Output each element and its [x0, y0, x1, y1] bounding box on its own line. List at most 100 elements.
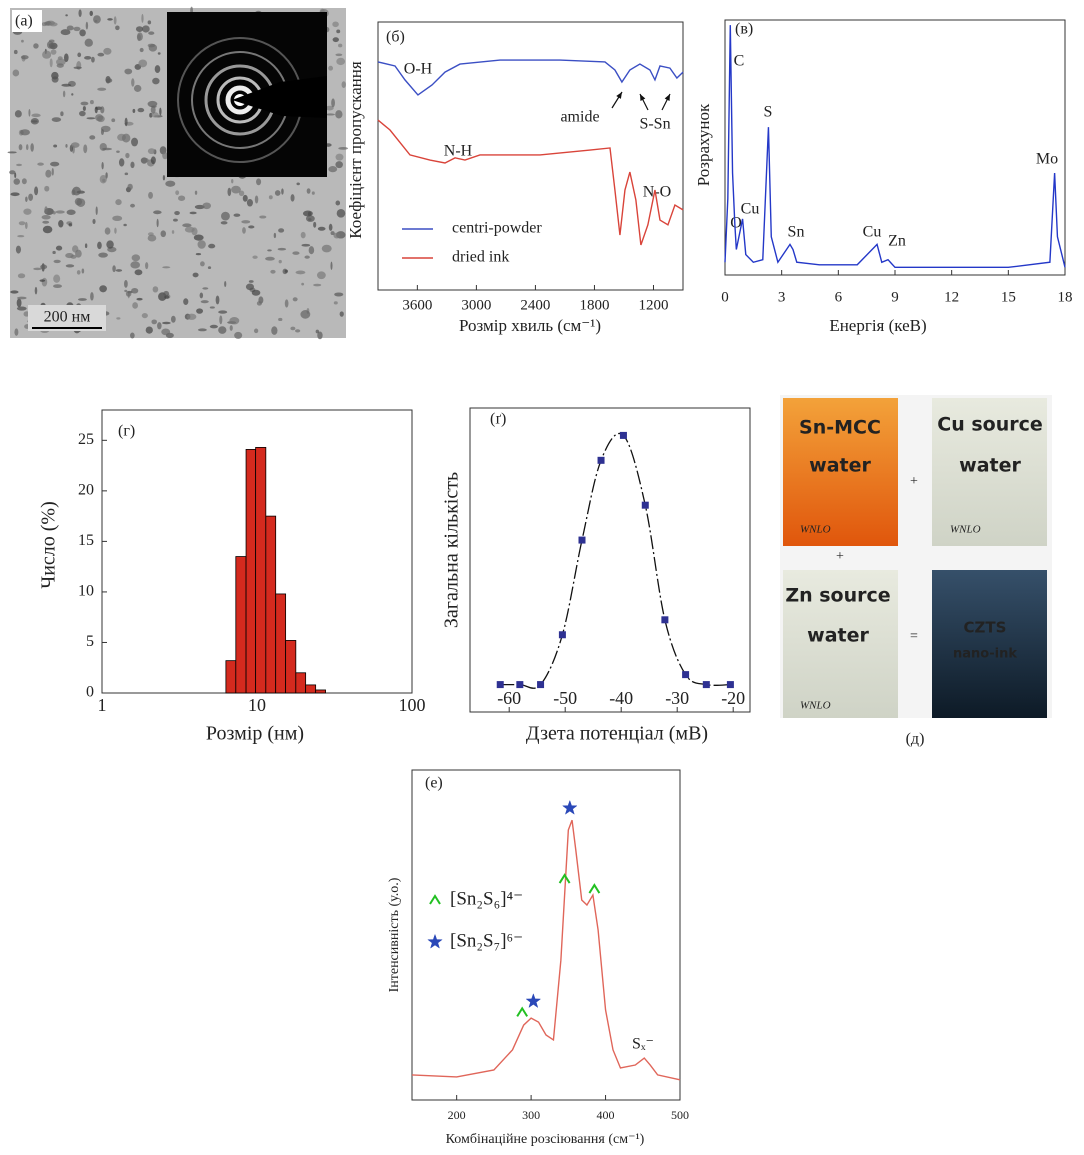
- particle: [12, 69, 20, 77]
- scale-bar-label: 200 нм: [44, 309, 91, 326]
- particle: [53, 274, 61, 283]
- particle: [94, 106, 98, 114]
- particle: [18, 221, 26, 226]
- particle: [53, 259, 61, 264]
- particle: [290, 194, 295, 202]
- photo: [783, 398, 898, 546]
- x-tick-label: -40: [609, 688, 633, 708]
- particle: [16, 298, 22, 308]
- particle: [105, 78, 113, 83]
- particle: [162, 266, 171, 269]
- y-tick-label: 0: [86, 684, 94, 701]
- particle: [132, 302, 139, 309]
- photo-panel: Sn-MCC water Cu source water Zn source water C…: [780, 395, 1052, 718]
- x-tick-label: -20: [721, 688, 745, 708]
- particle: [107, 18, 113, 21]
- y-tick-label: 15: [78, 532, 94, 549]
- particle: [55, 58, 66, 66]
- annotation: Mo: [1036, 151, 1058, 168]
- x-tick-label: 300: [522, 1108, 540, 1122]
- particle: [79, 110, 86, 117]
- particle: [97, 87, 107, 91]
- particle: [218, 326, 227, 334]
- particle: [189, 211, 197, 215]
- particle: [308, 246, 315, 255]
- particle: [300, 231, 306, 239]
- photo: [932, 570, 1047, 718]
- particle: [328, 65, 334, 71]
- data-point: [558, 631, 566, 639]
- particle: [207, 266, 212, 270]
- particle: [115, 269, 123, 272]
- particle: [31, 113, 41, 118]
- particle: [124, 117, 128, 127]
- particle: [325, 105, 334, 111]
- x-tick-label: 3: [778, 289, 786, 305]
- y-axis-label: Коефіцієнт пропускання: [346, 61, 365, 239]
- particle: [147, 234, 157, 242]
- particle: [25, 196, 28, 202]
- particle: [78, 9, 82, 17]
- particle: [202, 202, 211, 210]
- y-tick-label: 10: [78, 583, 94, 600]
- particle: [99, 174, 107, 184]
- particle: [9, 170, 16, 175]
- particle: [73, 26, 81, 32]
- particle: [97, 52, 105, 57]
- annotation: C: [734, 53, 745, 70]
- particle: [65, 253, 74, 259]
- panel-label: (б): [386, 29, 405, 46]
- particle: [39, 279, 46, 282]
- particle: [84, 243, 88, 249]
- data-point: [641, 501, 649, 509]
- particle: [234, 331, 243, 339]
- plot-frame: [411, 769, 681, 1101]
- particle: [218, 310, 228, 314]
- particle: [148, 31, 155, 35]
- particle: [42, 220, 50, 224]
- beam-stop: [232, 76, 327, 118]
- particle: [86, 117, 96, 120]
- particle: [116, 317, 121, 320]
- particle: [219, 315, 223, 325]
- x-tick-label: 2400: [520, 297, 550, 313]
- particle: [135, 26, 144, 32]
- particle: [84, 38, 93, 47]
- particle: [49, 58, 53, 68]
- particle: [65, 264, 75, 268]
- x-tick-label: -50: [553, 688, 577, 708]
- particle: [290, 326, 296, 331]
- particle: [20, 129, 30, 136]
- x-tick-label: -60: [497, 688, 521, 708]
- particle: [49, 22, 58, 27]
- particle: [56, 63, 64, 68]
- particle: [130, 161, 135, 169]
- particle: [252, 255, 258, 259]
- particle: [124, 68, 133, 75]
- legend-marker: [429, 894, 441, 905]
- particle: [100, 106, 105, 114]
- particle: [50, 161, 60, 167]
- legend-label: centri-powder: [452, 220, 542, 237]
- particle: [278, 259, 282, 264]
- arrow-head: [664, 94, 670, 101]
- particle: [196, 308, 204, 314]
- bar: [255, 446, 267, 694]
- annotation: Sₓ⁻: [632, 1036, 654, 1053]
- particle: [25, 144, 29, 151]
- particle: [66, 209, 76, 215]
- particle: [311, 191, 315, 195]
- particle: [162, 175, 166, 181]
- particle: [124, 172, 129, 176]
- particle: [118, 158, 125, 167]
- particle: [335, 53, 343, 57]
- particle: [170, 315, 176, 323]
- particle: [284, 269, 289, 273]
- watermark: WNLO: [800, 700, 831, 712]
- particle: [13, 49, 18, 55]
- particle: [301, 243, 311, 247]
- particle: [295, 270, 306, 275]
- panel-label: (г): [118, 423, 135, 440]
- particle: [92, 218, 96, 224]
